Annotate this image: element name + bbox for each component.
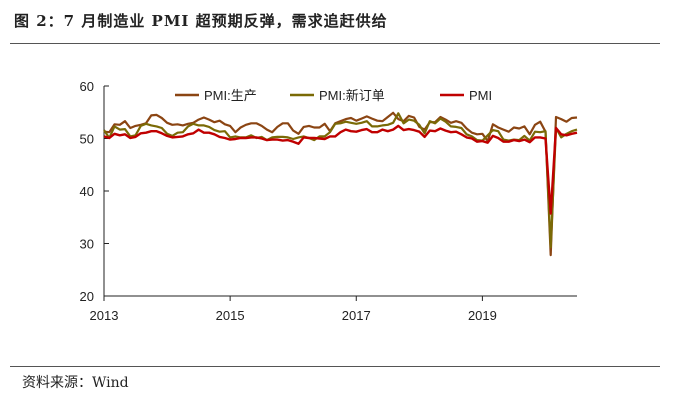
source-note: 资料来源：Wind — [22, 375, 129, 391]
series-line-2 — [103, 112, 578, 249]
series-line-3 — [103, 124, 578, 215]
legend-label-1: PMI:生产 — [204, 88, 257, 103]
plot-lines — [103, 111, 578, 257]
legend-label-2: PMI:新订单 — [319, 88, 385, 103]
legend-label-3: PMI — [469, 88, 492, 103]
y-tick-label: 30 — [80, 237, 94, 252]
series-line-1 — [103, 111, 578, 257]
x-tick-label: 2015 — [216, 308, 245, 323]
x-tick-label: 2019 — [468, 308, 497, 323]
y-tick-label: 60 — [80, 79, 94, 94]
y-axis: 20 30 40 50 60 — [80, 79, 109, 304]
x-tick-label: 2017 — [342, 308, 371, 323]
y-tick-label: 40 — [80, 184, 94, 199]
x-tick-label: 2013 — [90, 308, 119, 323]
title-rule — [10, 43, 660, 44]
figure-title: 图 2：7 月制造业 PMI 超预期反弹，需求追赶供给 — [14, 12, 388, 30]
y-tick-label: 50 — [80, 132, 94, 147]
y-tick-label: 20 — [80, 289, 94, 304]
source-rule — [10, 366, 660, 367]
legend: PMI:生产 PMI:新订单 PMI — [175, 88, 492, 103]
x-axis: 2013 2015 2017 2019 — [90, 295, 577, 323]
